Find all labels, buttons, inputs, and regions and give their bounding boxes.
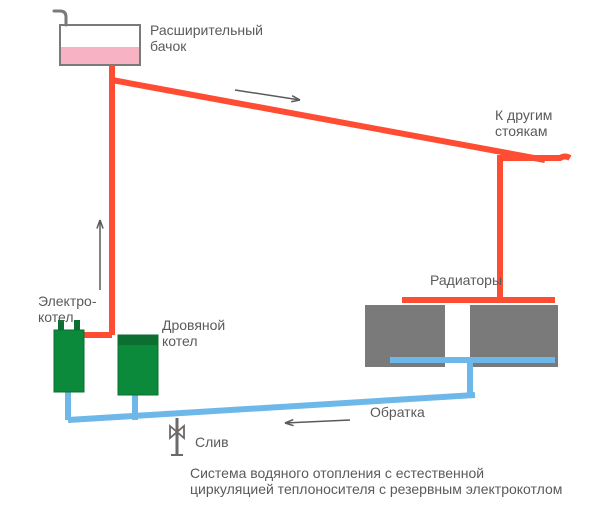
flow-arrow-hot [235,90,300,102]
label-to-other: К другимстоякам [495,107,552,139]
drain-valve [170,418,184,455]
label-tank: Расширительныйбачок [150,22,263,54]
hot-branch-other [500,157,570,159]
caption: Система водяного отопления с естественно… [190,465,562,497]
label-elec-boiler: Электро-котел [38,293,97,325]
wood-boiler [118,335,158,395]
electric-boiler [54,320,84,392]
label-radiators: Радиаторы [430,272,502,288]
hot-main [112,80,545,160]
flow-arrow-up [97,220,103,290]
label-wood-boiler: Дровянойкотел [162,317,225,349]
expansion-tank [54,11,140,65]
label-drain: Слив [195,434,229,450]
label-return: Обратка [370,404,425,420]
flow-arrow-return [285,420,350,426]
